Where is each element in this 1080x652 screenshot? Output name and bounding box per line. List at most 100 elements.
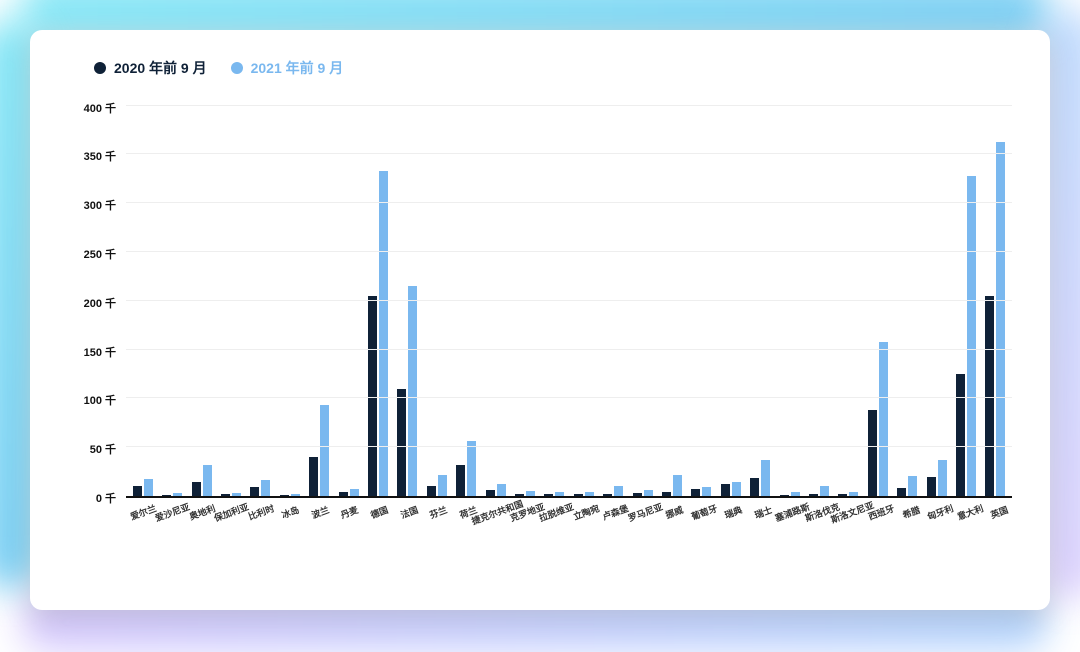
x-label: 爱尔兰 xyxy=(126,500,156,558)
bar[interactable] xyxy=(133,486,142,496)
bar-group xyxy=(628,490,657,496)
x-label: 立陶宛 xyxy=(569,500,599,558)
bar[interactable] xyxy=(879,342,888,496)
x-label: 拉脱维亚 xyxy=(539,500,569,558)
bar[interactable] xyxy=(750,478,759,496)
bar[interactable] xyxy=(368,296,377,496)
bar[interactable] xyxy=(144,479,153,496)
bar[interactable] xyxy=(221,494,230,496)
legend-item-2021[interactable]: 2021 年前 9 月 xyxy=(231,58,344,78)
bar[interactable] xyxy=(456,465,465,496)
bar[interactable] xyxy=(250,487,259,496)
bar[interactable] xyxy=(996,142,1005,496)
y-tick: 350 千 xyxy=(84,148,116,164)
bar[interactable] xyxy=(574,494,583,496)
y-tick: 300 千 xyxy=(84,197,116,213)
x-label: 西班牙 xyxy=(864,500,894,558)
bar[interactable] xyxy=(280,495,289,496)
bar-group xyxy=(334,489,363,496)
bar[interactable] xyxy=(938,460,947,496)
bar-group xyxy=(187,465,216,496)
bar[interactable] xyxy=(603,494,612,496)
bar[interactable] xyxy=(232,493,241,496)
bar[interactable] xyxy=(927,477,936,496)
bar-group xyxy=(157,493,186,496)
bar[interactable] xyxy=(702,487,711,496)
bar[interactable] xyxy=(761,460,770,496)
bar[interactable] xyxy=(173,493,182,496)
bar-group xyxy=(128,479,157,496)
y-tick: 150 千 xyxy=(84,344,116,360)
bar[interactable] xyxy=(339,492,348,496)
bar[interactable] xyxy=(515,494,524,496)
x-label: 葡萄牙 xyxy=(687,500,717,558)
bar[interactable] xyxy=(261,480,270,496)
bar[interactable] xyxy=(309,457,318,496)
bar[interactable] xyxy=(732,482,741,496)
y-tick: 0 千 xyxy=(96,490,116,506)
bar[interactable] xyxy=(908,476,917,496)
x-label: 塞浦路斯 xyxy=(776,500,806,558)
legend-label-2021: 2021 年前 9 月 xyxy=(251,58,344,78)
x-label: 法国 xyxy=(392,500,422,558)
x-label: 波兰 xyxy=(303,500,333,558)
bar[interactable] xyxy=(691,489,700,496)
legend: 2020 年前 9 月 2021 年前 9 月 xyxy=(94,58,1016,78)
bar[interactable] xyxy=(438,475,447,496)
bar[interactable] xyxy=(497,484,506,496)
x-axis-labels: 爱尔兰爱沙尼亚奥地利保加利亚比利时冰岛波兰丹麦德国法国芬兰荷兰捷克尔共和国克罗地… xyxy=(126,500,1012,558)
bar[interactable] xyxy=(809,494,818,496)
bar[interactable] xyxy=(291,494,300,496)
legend-swatch-2021 xyxy=(231,62,243,74)
bar[interactable] xyxy=(967,176,976,496)
bar[interactable] xyxy=(585,492,594,496)
bar[interactable] xyxy=(408,286,417,496)
bar[interactable] xyxy=(526,491,535,496)
bar[interactable] xyxy=(897,488,906,496)
bar[interactable] xyxy=(780,495,789,496)
bar[interactable] xyxy=(614,486,623,496)
x-label: 瑞典 xyxy=(717,500,747,558)
bar[interactable] xyxy=(192,482,201,496)
bar[interactable] xyxy=(467,441,476,496)
bar[interactable] xyxy=(633,493,642,496)
chart-card: 2020 年前 9 月 2021 年前 9 月 0 千50 千100 千150 … xyxy=(30,30,1050,610)
bar[interactable] xyxy=(673,475,682,496)
bar[interactable] xyxy=(486,490,495,496)
bar[interactable] xyxy=(427,486,436,496)
bar[interactable] xyxy=(791,492,800,496)
gridline xyxy=(126,202,1012,203)
bar[interactable] xyxy=(849,492,858,496)
bar-group xyxy=(981,142,1010,496)
bar[interactable] xyxy=(644,490,653,496)
bar-group xyxy=(657,475,686,496)
bar-group xyxy=(481,484,510,496)
bar[interactable] xyxy=(320,405,329,496)
bar[interactable] xyxy=(544,494,553,496)
bar-group xyxy=(216,493,245,496)
y-tick: 250 千 xyxy=(84,246,116,262)
bar[interactable] xyxy=(820,486,829,496)
bar[interactable] xyxy=(721,484,730,496)
bar[interactable] xyxy=(162,495,171,496)
bar-group xyxy=(393,286,422,496)
bar-group xyxy=(510,491,539,496)
legend-item-2020[interactable]: 2020 年前 9 月 xyxy=(94,58,207,78)
bar[interactable] xyxy=(956,374,965,496)
x-label: 保加利亚 xyxy=(215,500,245,558)
x-label: 瑞士 xyxy=(746,500,776,558)
bar[interactable] xyxy=(203,465,212,496)
bar[interactable] xyxy=(838,494,847,496)
x-label: 斯洛文尼亚 xyxy=(835,500,865,558)
bar-group xyxy=(922,460,951,496)
bar-group xyxy=(804,486,833,496)
bar[interactable] xyxy=(555,492,564,496)
bar[interactable] xyxy=(662,492,671,496)
bar-groups xyxy=(126,88,1012,496)
bar[interactable] xyxy=(868,410,877,496)
bar[interactable] xyxy=(350,489,359,496)
bar[interactable] xyxy=(985,296,994,496)
bar[interactable] xyxy=(379,171,388,496)
y-tick: 200 千 xyxy=(84,295,116,311)
bar[interactable] xyxy=(397,389,406,496)
